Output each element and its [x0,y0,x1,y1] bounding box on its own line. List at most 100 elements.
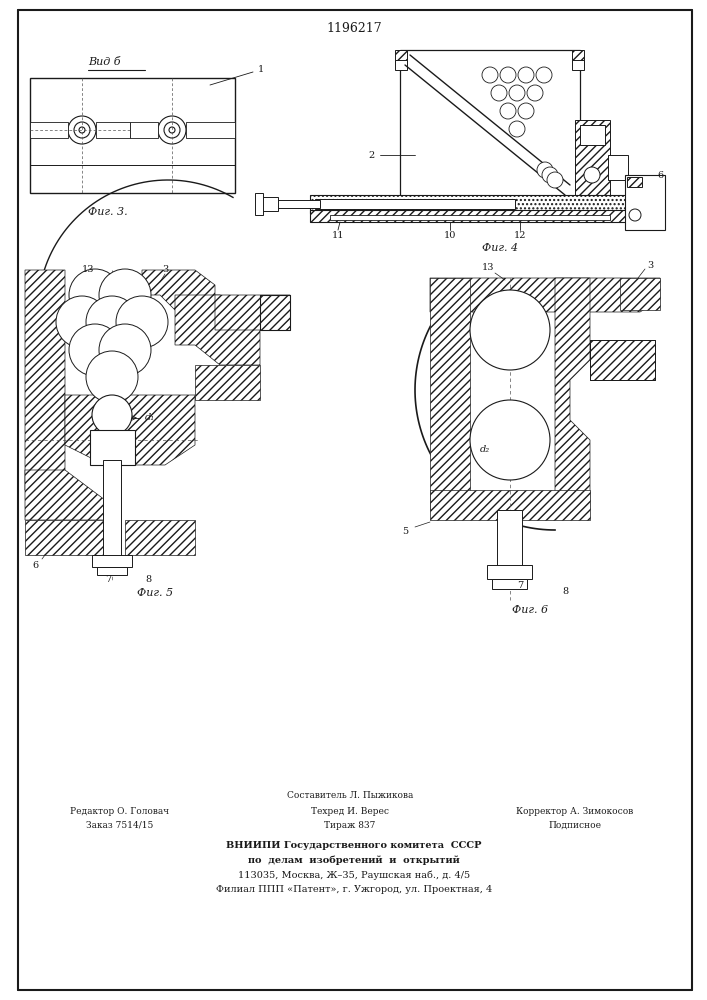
Text: Фиг. 6: Фиг. 6 [512,605,548,615]
Text: Фиг. 3.: Фиг. 3. [88,207,128,217]
Bar [608,155,628,180]
Polygon shape [195,365,260,400]
Circle shape [86,351,138,403]
Circle shape [74,122,90,138]
Text: Подписное: Подписное [549,820,602,830]
Polygon shape [186,122,235,138]
Text: 7: 7 [105,576,111,584]
Text: 12: 12 [514,231,526,239]
Circle shape [537,162,553,178]
Bar [580,125,605,145]
Text: 2: 2 [369,150,375,159]
Circle shape [542,167,558,183]
Text: 10: 10 [444,231,456,239]
Text: 1: 1 [258,66,264,75]
Circle shape [518,67,534,83]
Bar [492,579,527,589]
Bar [310,210,630,222]
Circle shape [470,290,550,370]
Bar [572,60,584,70]
Circle shape [68,116,96,144]
Text: Техред И. Верес: Техред И. Верес [311,806,389,816]
Polygon shape [130,122,158,138]
Polygon shape [142,270,215,310]
Text: 13: 13 [82,265,94,274]
Circle shape [629,209,641,221]
Circle shape [99,269,151,321]
Polygon shape [125,520,195,555]
Bar [487,565,532,579]
Circle shape [116,296,168,348]
Text: Вид б: Вид б [88,57,120,67]
Bar [395,60,407,70]
Text: 5: 5 [402,528,408,536]
Circle shape [99,324,151,376]
Bar [260,295,290,330]
Circle shape [527,85,543,101]
Circle shape [69,324,121,376]
Text: Заказ 7514/15: Заказ 7514/15 [86,820,153,830]
Text: Редактор О. Головач: Редактор О. Головач [71,806,170,816]
Text: ВНИИПИ Государственного комитета  СССР: ВНИИПИ Государственного комитета СССР [226,840,481,850]
Polygon shape [65,395,195,465]
Polygon shape [555,278,590,510]
Circle shape [509,85,525,101]
Text: по  делам  изобретений  и  открытий: по делам изобретений и открытий [248,855,460,865]
Bar [627,177,642,187]
Bar [625,175,665,230]
Text: 8: 8 [145,576,151,584]
Circle shape [518,103,534,119]
Bar [260,295,290,330]
Bar [270,200,320,208]
Circle shape [92,395,132,435]
Polygon shape [96,122,130,138]
Polygon shape [25,470,105,520]
Polygon shape [175,295,260,365]
Circle shape [482,67,498,83]
Polygon shape [25,270,65,490]
Bar [330,215,610,220]
Bar [258,197,278,211]
Bar [400,50,580,220]
Text: 7: 7 [517,580,523,589]
Circle shape [56,296,108,348]
Circle shape [500,67,516,83]
Bar [315,199,515,209]
Circle shape [169,127,175,133]
Circle shape [86,296,138,348]
Circle shape [500,103,516,119]
Circle shape [69,269,121,321]
Polygon shape [430,278,660,312]
Circle shape [536,67,552,83]
Text: 113035, Москва, Ж–35, Раушская наб., д. 4/5: 113035, Москва, Ж–35, Раушская наб., д. … [238,870,470,880]
Bar [575,120,610,200]
Text: 13: 13 [481,263,494,272]
Bar [395,50,407,65]
Text: Фиг. 5: Фиг. 5 [137,588,173,598]
Text: 8: 8 [562,587,568,596]
Text: 3: 3 [647,260,653,269]
Text: 11: 11 [332,231,344,239]
Circle shape [164,122,180,138]
Bar [92,555,132,567]
Bar [103,460,121,560]
Bar [90,430,135,465]
Circle shape [547,172,563,188]
Text: Фиг. 4: Фиг. 4 [482,243,518,253]
Text: d₂: d₂ [480,446,490,454]
Text: Филиал ППП «Патент», г. Ужгород, ул. Проектная, 4: Филиал ППП «Патент», г. Ужгород, ул. Про… [216,886,492,894]
Circle shape [158,116,186,144]
Text: Тираж 837: Тираж 837 [325,820,375,830]
Bar [497,510,522,570]
Bar [590,340,655,380]
Text: Составитель Л. Пыжикова: Составитель Л. Пыжикова [287,790,413,800]
Text: d₁: d₁ [145,414,155,422]
Bar [255,193,263,215]
Circle shape [491,85,507,101]
Circle shape [584,167,600,183]
Polygon shape [590,340,655,380]
Polygon shape [30,122,68,138]
Circle shape [79,127,85,133]
Polygon shape [430,490,590,520]
Circle shape [470,400,550,480]
